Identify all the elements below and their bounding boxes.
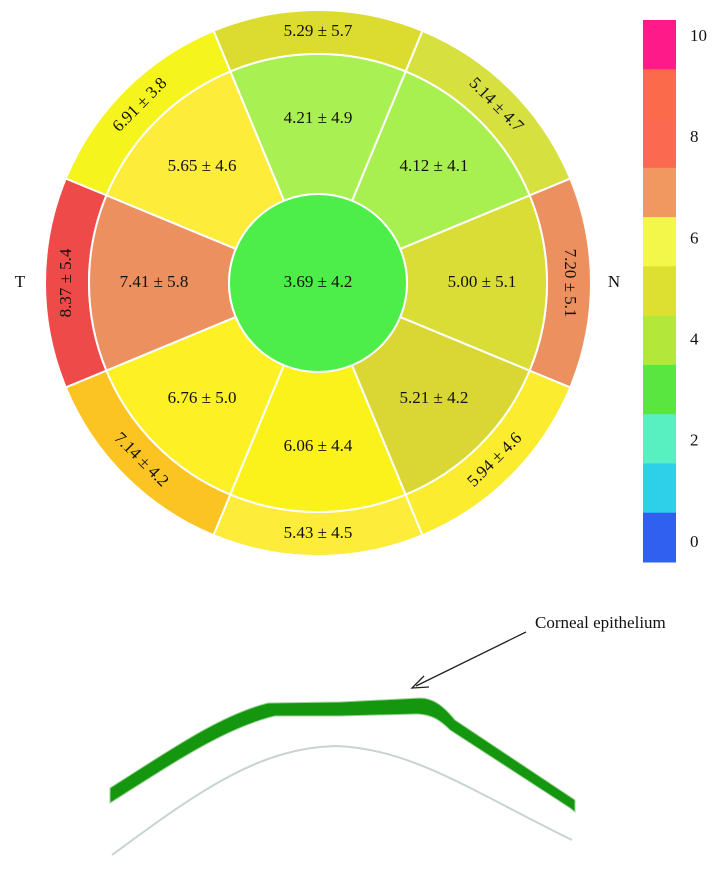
colorbar-segment — [643, 315, 676, 366]
colorbar-segment — [643, 167, 676, 218]
inner-label: 4.12 ± 4.1 — [400, 156, 469, 175]
nasal-label: N — [608, 272, 620, 291]
colorbar-segment — [643, 414, 676, 464]
center-zone — [228, 193, 408, 373]
colorbar-label: 0 — [690, 532, 699, 551]
colorbar-segment — [643, 20, 676, 70]
inner-label: 6.06 ± 4.4 — [284, 436, 353, 455]
sector-map: 7.20 ± 5.15.14 ± 4.75.29 ± 5.76.91 ± 3.8… — [44, 9, 592, 557]
temporal-label: T — [15, 272, 26, 291]
inner-label: 5.00 ± 5.1 — [448, 272, 517, 291]
arrow-head — [410, 675, 430, 689]
colorbar: 10 8 6 4 2 0 — [643, 20, 707, 563]
colorbar-segment — [643, 217, 676, 267]
colorbar-label: 4 — [690, 330, 699, 349]
inner-label: 6.76 ± 5.0 — [168, 388, 237, 407]
colorbar-label: 10 — [690, 26, 707, 45]
colorbar-label: 8 — [690, 127, 699, 146]
colorbar-segment — [643, 463, 676, 514]
inner-label: 5.21 ± 4.2 — [400, 388, 469, 407]
arrow — [415, 631, 527, 687]
colorbar-segment — [643, 364, 676, 415]
outer-label: 5.43 ± 4.5 — [284, 523, 353, 542]
outer-label: 8.37 ± 5.4 — [56, 248, 75, 317]
colorbar-segment — [643, 118, 676, 169]
outer-label: 7.20 ± 5.1 — [561, 249, 580, 318]
colorbar-segment — [643, 512, 676, 563]
annotation: Corneal epithelium — [535, 613, 666, 632]
inner-label: 4.21 ± 4.9 — [284, 108, 353, 127]
colorbar-label: 6 — [690, 228, 699, 247]
endothelium-curve — [111, 744, 573, 856]
epithelium — [109, 697, 576, 814]
inner-label: 7.41 ± 5.8 — [120, 272, 189, 291]
inner-label: 5.65 ± 4.6 — [168, 156, 237, 175]
center-label: 3.69 ± 4.2 — [284, 272, 353, 291]
colorbar-label: 2 — [690, 431, 699, 450]
colorbar-segment — [643, 266, 676, 317]
outer-label: 5.29 ± 5.7 — [284, 21, 353, 40]
colorbar-segment — [643, 69, 676, 120]
